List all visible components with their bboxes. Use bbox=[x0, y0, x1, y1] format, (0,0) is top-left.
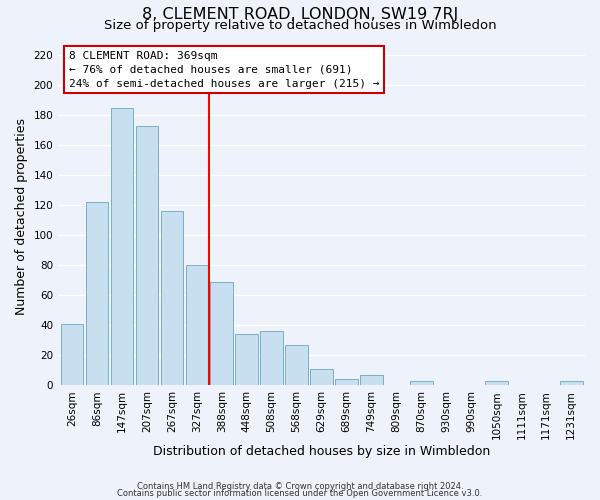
Text: Contains public sector information licensed under the Open Government Licence v3: Contains public sector information licen… bbox=[118, 488, 482, 498]
Bar bbox=[136, 126, 158, 386]
X-axis label: Distribution of detached houses by size in Wimbledon: Distribution of detached houses by size … bbox=[153, 444, 490, 458]
Bar bbox=[235, 334, 258, 386]
Bar bbox=[61, 324, 83, 386]
Bar bbox=[485, 381, 508, 386]
Bar bbox=[161, 211, 183, 386]
Bar bbox=[86, 202, 108, 386]
Y-axis label: Number of detached properties: Number of detached properties bbox=[15, 118, 28, 315]
Text: Contains HM Land Registry data © Crown copyright and database right 2024.: Contains HM Land Registry data © Crown c… bbox=[137, 482, 463, 491]
Bar bbox=[335, 380, 358, 386]
Bar bbox=[260, 332, 283, 386]
Bar bbox=[310, 369, 333, 386]
Text: Size of property relative to detached houses in Wimbledon: Size of property relative to detached ho… bbox=[104, 19, 496, 32]
Bar bbox=[110, 108, 133, 386]
Bar bbox=[286, 345, 308, 386]
Text: 8 CLEMENT ROAD: 369sqm
← 76% of detached houses are smaller (691)
24% of semi-de: 8 CLEMENT ROAD: 369sqm ← 76% of detached… bbox=[69, 51, 379, 89]
Bar bbox=[360, 375, 383, 386]
Bar bbox=[185, 265, 208, 386]
Bar bbox=[211, 282, 233, 386]
Bar bbox=[560, 381, 583, 386]
Bar bbox=[410, 381, 433, 386]
Text: 8, CLEMENT ROAD, LONDON, SW19 7RJ: 8, CLEMENT ROAD, LONDON, SW19 7RJ bbox=[142, 8, 458, 22]
